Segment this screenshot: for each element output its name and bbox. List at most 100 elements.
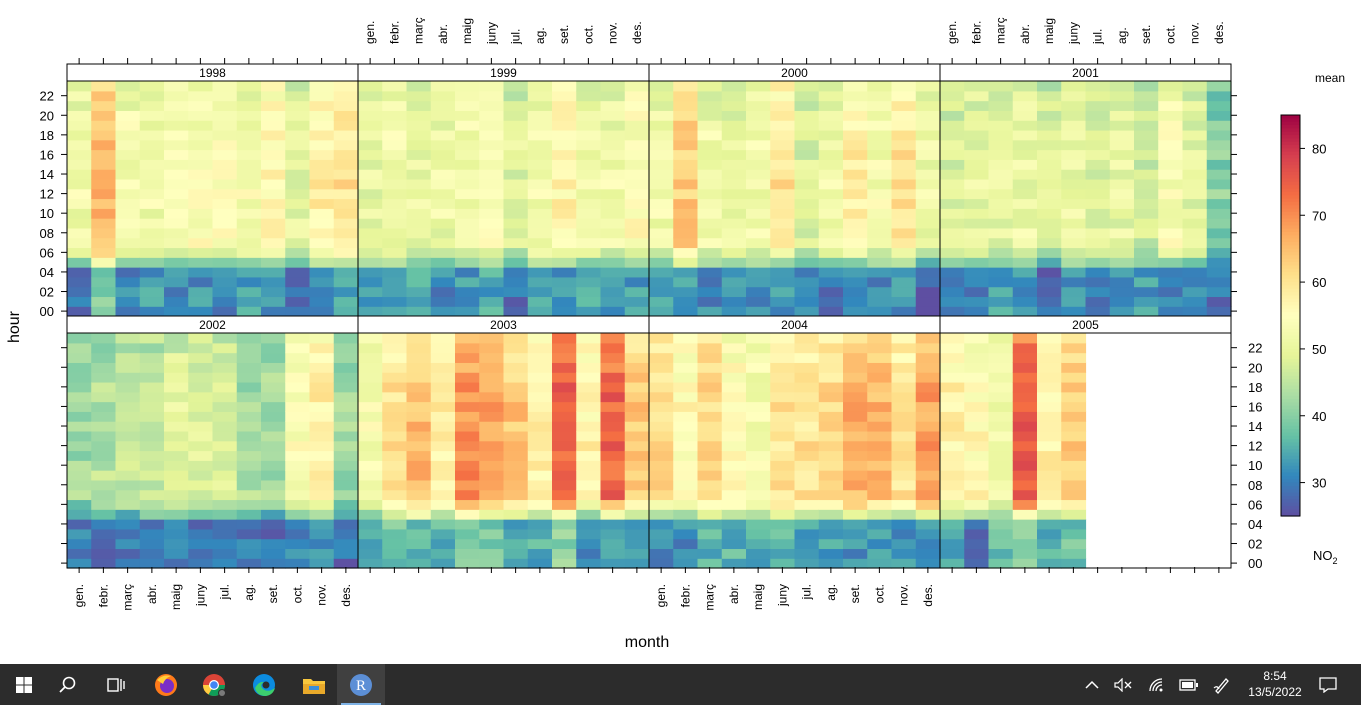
system-clock[interactable]: 8:54 13/5/2022 bbox=[1240, 668, 1310, 700]
heat-cell bbox=[624, 333, 650, 344]
heat-cell bbox=[721, 381, 747, 393]
heat-cell bbox=[818, 267, 844, 278]
heat-cell bbox=[867, 509, 893, 520]
heat-cell bbox=[915, 110, 941, 121]
heat-cell bbox=[358, 178, 383, 190]
r-gui-button[interactable]: R bbox=[337, 664, 385, 705]
heat-cell bbox=[746, 450, 771, 461]
heat-cell bbox=[261, 81, 286, 92]
heat-cell bbox=[382, 257, 408, 268]
heat-cell bbox=[1158, 227, 1184, 239]
heat-cell bbox=[843, 218, 868, 229]
heat-cell bbox=[1012, 100, 1038, 111]
firefox-button[interactable] bbox=[142, 664, 190, 705]
heat-cell bbox=[940, 499, 965, 510]
heat-cell bbox=[891, 372, 917, 383]
color-key-cell bbox=[1281, 365, 1300, 370]
hour-tick-label: 02 bbox=[40, 285, 54, 300]
heat-cell bbox=[770, 100, 796, 111]
file-explorer-button[interactable] bbox=[290, 664, 338, 705]
volume-button[interactable] bbox=[1108, 664, 1138, 705]
heat-cell bbox=[1109, 198, 1135, 209]
heat-cell bbox=[91, 489, 117, 501]
heat-cell bbox=[503, 489, 529, 501]
heat-cell bbox=[261, 267, 286, 278]
heat-cell bbox=[115, 90, 141, 102]
heat-cell bbox=[697, 499, 723, 510]
search-button[interactable] bbox=[44, 664, 92, 705]
heat-cell bbox=[721, 470, 747, 481]
color-key-cell bbox=[1281, 208, 1300, 213]
heat-cell bbox=[697, 489, 723, 501]
heat-cell bbox=[1061, 372, 1087, 383]
heat-cell bbox=[1061, 430, 1087, 442]
heat-cell bbox=[600, 479, 626, 491]
hour-tick-label: 12 bbox=[40, 187, 54, 202]
heat-cell bbox=[115, 188, 141, 200]
heat-cell bbox=[891, 519, 917, 530]
heat-cell bbox=[479, 237, 505, 249]
chrome-button[interactable] bbox=[190, 664, 238, 705]
heat-cell bbox=[1061, 169, 1087, 180]
heat-cell bbox=[794, 538, 820, 550]
heat-cell bbox=[552, 159, 577, 170]
color-key-cell bbox=[1281, 241, 1300, 246]
network-button[interactable] bbox=[1142, 664, 1172, 705]
heat-cell bbox=[940, 257, 965, 268]
heat-cell bbox=[1134, 100, 1159, 111]
heat-cell bbox=[115, 548, 141, 559]
heat-cell bbox=[1037, 267, 1062, 278]
heat-cell bbox=[236, 548, 262, 559]
heat-cell bbox=[115, 169, 141, 180]
heat-cell bbox=[794, 276, 820, 288]
heat-cell bbox=[649, 169, 674, 180]
heat-cell bbox=[1012, 188, 1038, 200]
edge-button[interactable] bbox=[240, 664, 288, 705]
heat-cell bbox=[552, 178, 577, 190]
heat-cell bbox=[552, 519, 577, 530]
heat-cell bbox=[333, 391, 359, 403]
heat-cell bbox=[115, 139, 141, 151]
heat-cell bbox=[576, 81, 602, 92]
heat-cell bbox=[139, 296, 165, 307]
heat-cell bbox=[236, 198, 262, 209]
heat-cell bbox=[964, 499, 990, 510]
pen-workspace-button[interactable] bbox=[1207, 664, 1237, 705]
show-hidden-icons-button[interactable] bbox=[1077, 664, 1107, 705]
heat-cell bbox=[455, 276, 480, 288]
heat-cell bbox=[91, 391, 117, 403]
heat-cell bbox=[915, 489, 941, 501]
heat-cell bbox=[964, 489, 990, 501]
heat-cell bbox=[164, 528, 189, 540]
heat-cell bbox=[479, 286, 505, 298]
heat-cell bbox=[624, 528, 650, 540]
heat-cell bbox=[285, 499, 311, 510]
battery-button[interactable] bbox=[1174, 664, 1204, 705]
heat-cell bbox=[406, 509, 432, 520]
heat-cell bbox=[358, 306, 383, 317]
color-key-cell bbox=[1281, 415, 1300, 420]
heat-cell bbox=[285, 519, 311, 530]
heat-cell bbox=[891, 198, 917, 209]
heat-cell bbox=[1109, 218, 1135, 229]
heat-cell bbox=[333, 149, 359, 160]
heat-cell bbox=[649, 257, 674, 268]
heat-cell bbox=[721, 129, 747, 141]
heat-cell bbox=[988, 139, 1014, 151]
heat-cell bbox=[67, 509, 92, 520]
start-button[interactable] bbox=[0, 664, 48, 705]
heat-cell bbox=[236, 237, 262, 249]
heat-cell bbox=[479, 519, 505, 530]
heat-cell bbox=[236, 218, 262, 229]
color-key-cell bbox=[1281, 285, 1300, 290]
heat-cell bbox=[818, 548, 844, 559]
heat-cell bbox=[1085, 296, 1111, 307]
action-center-button[interactable] bbox=[1313, 664, 1343, 705]
heat-cell bbox=[818, 401, 844, 412]
heat-cell bbox=[600, 391, 626, 403]
task-view-button[interactable] bbox=[92, 664, 140, 705]
heat-cell bbox=[285, 149, 311, 160]
heat-cell bbox=[382, 110, 408, 121]
month-tick-label: juny bbox=[775, 584, 789, 607]
heat-cell bbox=[503, 372, 529, 383]
